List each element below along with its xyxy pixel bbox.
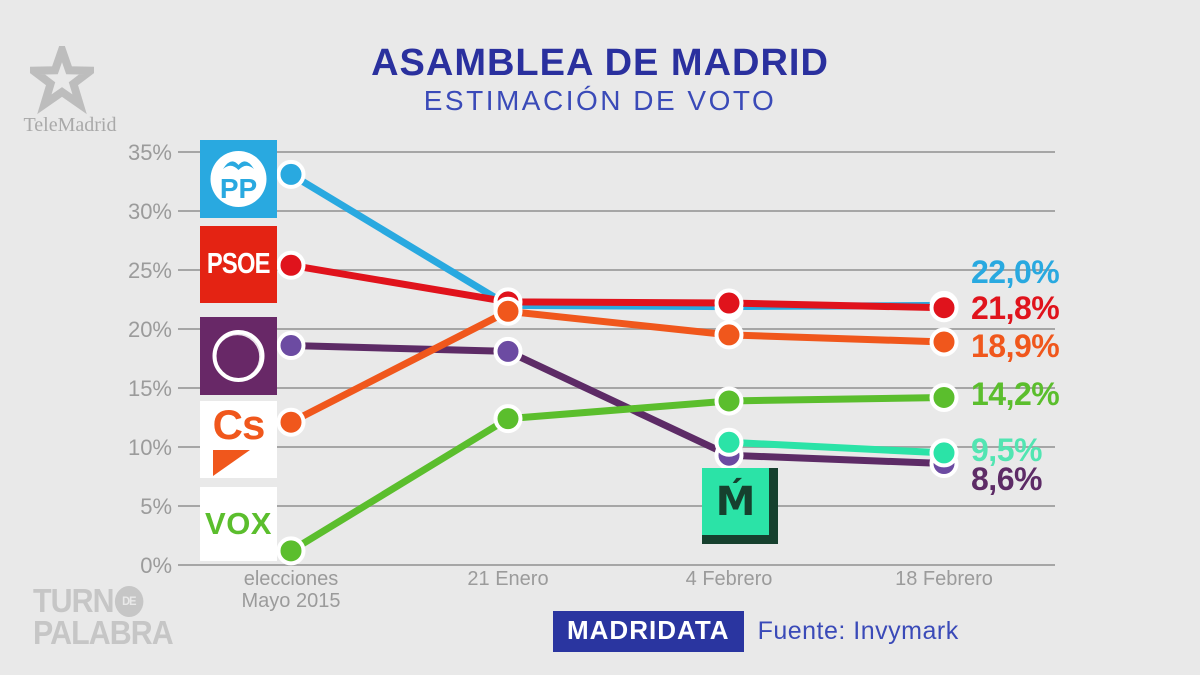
- telemadrid-wordmark: TeleMadrid: [23, 114, 117, 136]
- source-label: Fuente: Invymark: [757, 617, 959, 645]
- value-label-PSOE: 21,8%: [971, 290, 1059, 326]
- footer: MADRIDATA Fuente: Invymark: [553, 611, 959, 652]
- psoe-logo-text: PSOE: [207, 248, 271, 280]
- page-subtitle: ESTIMACIÓN DE VOTO: [423, 85, 777, 116]
- party-logo-ciudadanos: Cs: [200, 401, 277, 478]
- x-tick-1: Mayo 2015: [242, 590, 341, 612]
- telemadrid-star-icon: [30, 46, 94, 115]
- ciudadanos-arrow-icon: [213, 450, 250, 476]
- data-point-PSOE: [929, 293, 959, 323]
- y-tick-10%: 10%: [128, 435, 172, 460]
- value-label-PP: 22,0%: [971, 254, 1059, 290]
- data-point-Ciudadanos: [493, 296, 523, 326]
- party-logo-podemos: [200, 317, 277, 395]
- x-tick-1: elecciones: [244, 568, 339, 590]
- pp-gull-icon: [223, 161, 254, 170]
- watermark-turno-text: TURN: [33, 582, 115, 619]
- party-logo-mas-madrid: Ḿ: [702, 468, 778, 544]
- turno-de-palabra-watermark: TURN DE PALABRA: [33, 582, 174, 652]
- line-Podemos: [287, 342, 948, 468]
- y-tick-15%: 15%: [128, 376, 172, 401]
- data-point-VOX: [929, 382, 959, 412]
- line-Ciudadanos: [287, 307, 948, 426]
- y-tick-0%: 0%: [140, 553, 172, 578]
- x-tick-2: 21 Enero: [467, 568, 548, 590]
- data-point-VOX: [493, 404, 523, 434]
- watermark-de-badge: DE: [114, 585, 144, 617]
- line-PP: [287, 170, 948, 311]
- y-tick-25%: 25%: [128, 258, 172, 283]
- watermark-palabra-text: PALABRA: [33, 614, 174, 651]
- y-tick-5%: 5%: [140, 494, 172, 519]
- line-VOX: [287, 393, 948, 555]
- data-point-Podemos: [493, 336, 523, 366]
- value-label-VOX: 14,2%: [971, 376, 1059, 412]
- data-point-Ciudadanos: [276, 407, 306, 437]
- data-point-Más Madrid: [714, 427, 744, 457]
- line-PSOE: [287, 261, 948, 312]
- data-point-Ciudadanos: [714, 320, 744, 350]
- data-point-PSOE: [714, 288, 744, 318]
- data-point-Podemos: [276, 331, 306, 361]
- data-point-VOX: [276, 536, 306, 566]
- party-logo-pp: PP: [200, 140, 277, 218]
- value-label-Ciudadanos: 18,9%: [971, 328, 1059, 364]
- party-logo-psoe: PSOE: [200, 226, 277, 303]
- pp-logo-graphic: PP: [210, 151, 267, 207]
- mas-madrid-logo-square: Ḿ: [702, 468, 769, 535]
- data-point-Más Madrid: [929, 438, 959, 468]
- podemos-circle-icon: [212, 330, 265, 382]
- ciudadanos-logo-text: Cs: [212, 401, 266, 448]
- party-logo-vox: VOX: [200, 487, 277, 561]
- value-label-Más Madrid: 9,5%: [971, 432, 1042, 468]
- y-tick-30%: 30%: [128, 199, 172, 224]
- page-title: ASAMBLEA DE MADRID: [371, 42, 829, 84]
- x-tick-3: 4 Febrero: [686, 568, 773, 590]
- vox-logo-text: VOX: [205, 506, 272, 541]
- data-point-PP: [276, 159, 306, 189]
- mas-madrid-logo-text: Ḿ: [715, 478, 756, 525]
- pp-logo-text: PP: [220, 173, 257, 204]
- y-tick-35%: 35%: [128, 140, 172, 165]
- data-point-Ciudadanos: [929, 327, 959, 357]
- data-point-PSOE: [276, 250, 306, 280]
- data-point-VOX: [714, 386, 744, 416]
- madridata-badge: MADRIDATA: [553, 611, 744, 652]
- x-tick-4: 18 Febrero: [895, 568, 993, 590]
- line-Más Madrid: [725, 438, 948, 457]
- y-tick-20%: 20%: [128, 317, 172, 342]
- value-label-Podemos: 8,6%: [971, 461, 1042, 497]
